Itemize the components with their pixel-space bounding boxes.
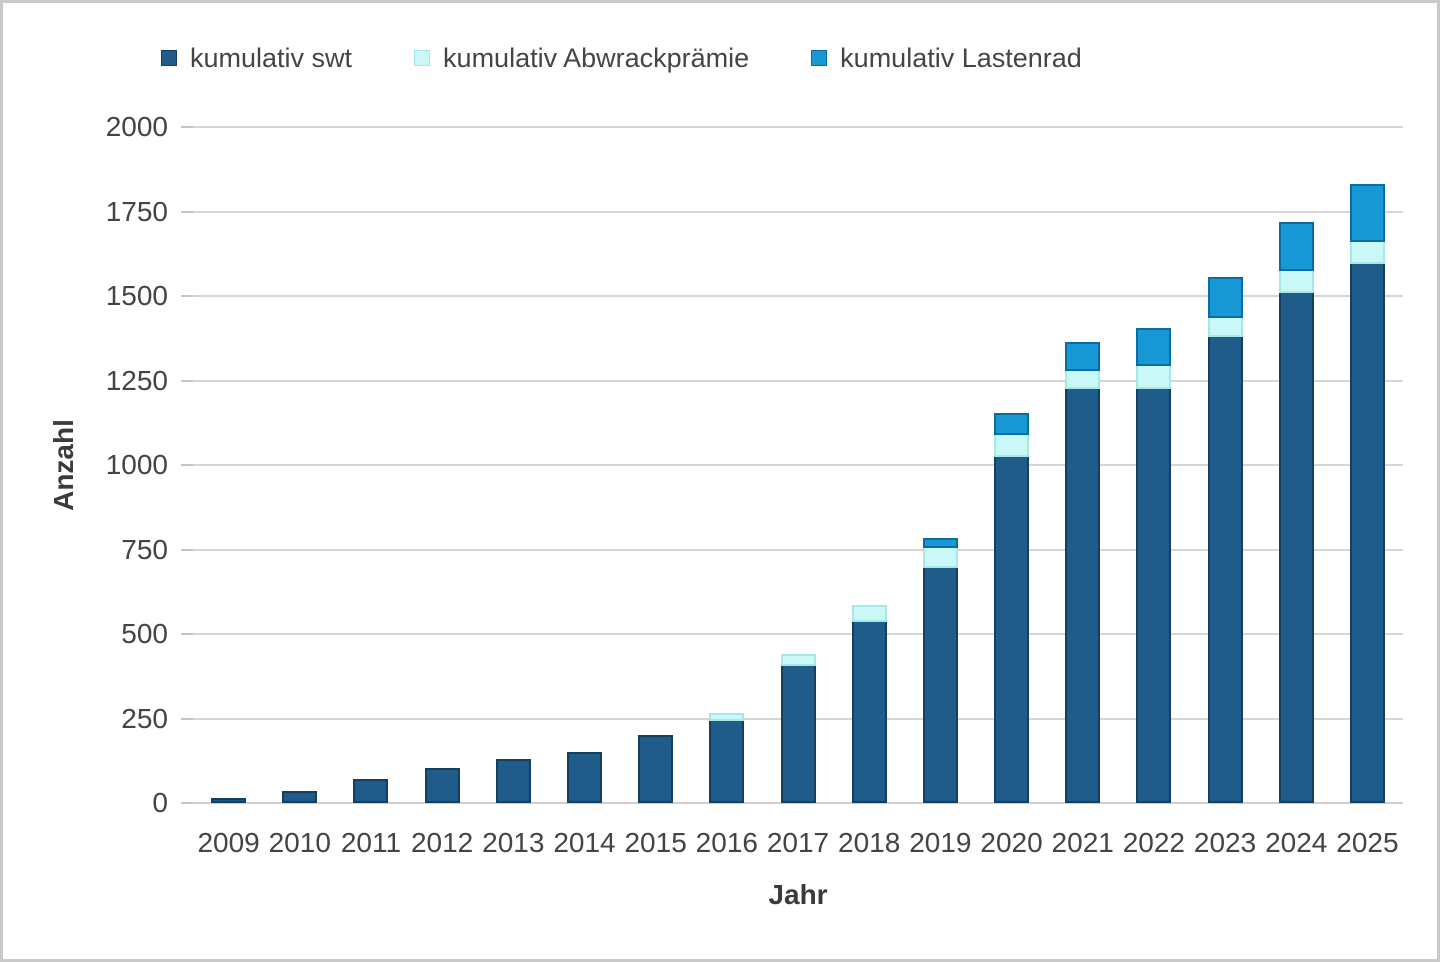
legend-swatch-abwrackpraemie-icon	[414, 50, 431, 66]
bar-segment-2020-kumulativ-abwrackprämie	[994, 432, 1030, 457]
gridline	[193, 126, 1403, 128]
bar-segment-2019-kumulativ-swt	[922, 566, 958, 803]
x-axis-tick-labels: 2009 2010 2011 2012 2013 2014 2015 2016 2017 2018…	[193, 823, 1403, 867]
bar-segment-2023-kumulativ-abwrackprämie	[1207, 316, 1243, 337]
y-tick-mark	[181, 548, 193, 551]
gridline	[193, 379, 1403, 382]
bar-segment-2009-kumulativ-swt	[211, 797, 247, 803]
y-tick-mark	[181, 633, 193, 635]
x-tick-label: 2023	[1193, 827, 1257, 858]
bar-segment-2013-kumulativ-swt	[495, 759, 531, 803]
bar-segment-2025-kumulativ-swt	[1349, 262, 1385, 803]
bar-segment-2024-kumulativ-abwrackprämie	[1278, 268, 1314, 293]
bar-segment-2022-kumulativ-lastenrad	[1136, 328, 1172, 366]
bar-segment-2024-kumulativ-lastenrad	[1278, 221, 1314, 271]
bar-segment-2021-kumulativ-swt	[1065, 387, 1101, 803]
x-tick-label: 2013	[482, 827, 545, 858]
bar-segment-2024-kumulativ-swt	[1278, 290, 1314, 803]
x-tick-label: 2015	[624, 827, 687, 858]
legend: kumulativ swt kumulativ Abwrackprämie ku…	[161, 39, 1082, 77]
x-tick-label: 2017	[766, 827, 830, 858]
bar-segment-2023-kumulativ-swt	[1207, 334, 1243, 803]
y-tick-mark	[181, 295, 193, 297]
bar-segment-2025-kumulativ-lastenrad	[1349, 184, 1385, 243]
y-tick-mark	[181, 379, 193, 382]
bar-segment-2018-kumulativ-swt	[851, 620, 887, 803]
x-tick-label: 2014	[553, 827, 616, 858]
x-tick-label: 2016	[695, 827, 758, 858]
x-tick-label: 2021	[1051, 827, 1114, 858]
y-tick-mark	[181, 717, 193, 720]
y-tick-label: 1000	[105, 449, 168, 480]
y-tick-label: 2000	[105, 111, 168, 142]
y-tick-mark	[181, 126, 193, 128]
bar-segment-2016-kumulativ-abwrackprämie	[709, 713, 745, 721]
bar-segment-2015-kumulativ-swt	[638, 735, 674, 803]
x-tick-label: 2020	[980, 827, 1043, 858]
bar-segment-2018-kumulativ-abwrackprämie	[851, 605, 887, 623]
y-tick-label: 1750	[105, 195, 168, 227]
legend-item-abwrackpraemie: kumulativ Abwrackprämie	[414, 43, 749, 74]
x-tick-label: 2025	[1336, 827, 1399, 858]
legend-swatch-lastenrad-icon	[811, 50, 828, 66]
y-tick-mark	[181, 802, 193, 804]
bar-segment-2020-kumulativ-swt	[994, 454, 1030, 803]
x-axis-line	[193, 802, 1403, 804]
x-tick-label: 2022	[1122, 827, 1186, 858]
bar-segment-2021-kumulativ-lastenrad	[1065, 341, 1101, 371]
y-tick-label: 0	[152, 787, 168, 818]
legend-item-lastenrad: kumulativ Lastenrad	[811, 43, 1082, 74]
x-tick-label: 2010	[268, 827, 331, 858]
gridline	[193, 464, 1403, 466]
bar-segment-2022-kumulativ-abwrackprämie	[1136, 363, 1172, 390]
y-tick-mark	[181, 464, 193, 466]
bar-segment-2022-kumulativ-swt	[1136, 387, 1172, 803]
y-tick-label: 500	[121, 618, 168, 649]
x-tick-label: 2024	[1265, 827, 1328, 858]
x-axis-title: Jahr	[768, 879, 828, 910]
bar-segment-2019-kumulativ-abwrackprämie	[922, 546, 958, 569]
legend-swatch-swt-icon	[161, 50, 177, 66]
legend-label-swt: kumulativ swt	[190, 42, 353, 73]
x-tick-label: 2011	[340, 827, 402, 858]
bar-segment-2012-kumulativ-swt	[424, 767, 460, 803]
bar-segment-2010-kumulativ-swt	[282, 791, 318, 803]
y-tick-mark	[181, 210, 193, 213]
x-tick-label: 2009	[197, 827, 260, 858]
y-tick-label: 250	[121, 702, 168, 734]
bar-segment-2014-kumulativ-swt	[566, 752, 602, 803]
bar-segment-2011-kumulativ-swt	[353, 779, 389, 803]
gridline	[193, 633, 1403, 635]
bar-segment-2016-kumulativ-swt	[709, 718, 745, 803]
gridline	[193, 548, 1403, 551]
bar-segment-2025-kumulativ-abwrackprämie	[1349, 240, 1385, 265]
plot-area	[193, 126, 1403, 804]
bar-segment-2021-kumulativ-abwrackprämie	[1065, 368, 1101, 390]
bar-segment-2019-kumulativ-lastenrad	[922, 537, 958, 549]
y-tick-label: 1250	[105, 364, 168, 396]
x-tick-label: 2012	[410, 827, 474, 858]
bar-segment-2020-kumulativ-lastenrad	[994, 412, 1030, 435]
gridline	[193, 295, 1403, 297]
gridline	[193, 210, 1403, 213]
legend-label-lastenrad: kumulativ Lastenrad	[840, 42, 1082, 73]
bar-segment-2017-kumulativ-swt	[780, 664, 816, 803]
legend-item-swt: kumulativ swt	[161, 43, 352, 74]
x-tick-label: 2019	[909, 827, 972, 858]
y-tick-label: 1500	[105, 280, 168, 311]
legend-label-abwrackpraemie: kumulativ Abwrackprämie	[443, 42, 750, 73]
x-tick-label: 2018	[838, 827, 901, 858]
bar-segment-2023-kumulativ-lastenrad	[1207, 277, 1243, 319]
y-tick-label: 750	[121, 533, 168, 565]
bar-segment-2017-kumulativ-abwrackprämie	[780, 654, 816, 667]
